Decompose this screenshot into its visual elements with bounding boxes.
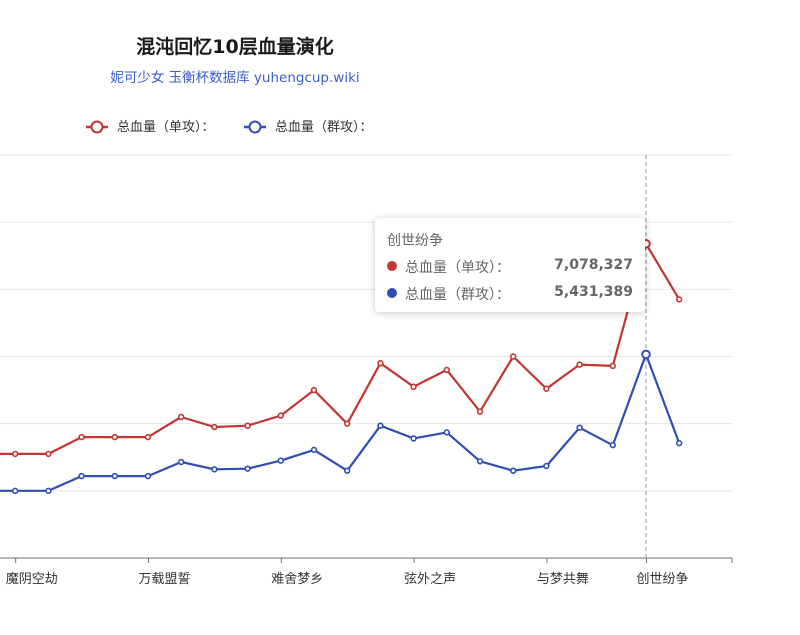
chart-title: 混沌回忆10层血量演化 — [136, 36, 334, 58]
data-point — [144, 472, 152, 480]
tooltip-row-label: 总血量（群攻）： — [405, 287, 510, 303]
tooltip-row-value: 7,078,327 — [554, 257, 633, 273]
x-tick-label: 创世纷争 — [636, 572, 688, 587]
data-point — [11, 450, 19, 458]
tooltip: 创世纷争 总血量（单攻）： 7,078,327 总血量（群攻）： 5,431,3… — [375, 218, 645, 312]
data-point — [211, 423, 218, 431]
x-tick-label: 万载盟誓 — [138, 572, 190, 587]
grid-lines — [0, 154, 732, 492]
legend: 总血量（单攻）： 总血量（群攻）： — [86, 120, 373, 135]
data-point — [211, 466, 218, 473]
data-point — [576, 361, 583, 368]
data-point — [410, 383, 417, 390]
x-axis: 魔阴空劫 万载盟誓 难舍梦乡 弦外之声 与梦共舞 创世纷争 — [0, 557, 733, 587]
series-marker-icon — [387, 261, 397, 271]
data-point — [277, 457, 284, 464]
data-point — [11, 487, 19, 495]
data-point — [310, 446, 318, 454]
tooltip-row-label: 总血量（单攻）： — [405, 260, 510, 276]
tooltip-row-aoe: 总血量（群攻）： 5,431,389 — [387, 284, 633, 304]
legend-item-single-attack[interactable]: 总血量（单攻）： — [86, 120, 215, 135]
series-line-1 — [0, 353, 681, 492]
data-point — [675, 439, 683, 447]
data-point — [443, 429, 450, 436]
series-lines — [0, 238, 683, 495]
data-point — [45, 487, 52, 495]
legend-label-single: 总血量（单攻）： — [117, 120, 215, 135]
data-point — [45, 450, 52, 458]
tooltip-title: 创世纷争 — [387, 233, 443, 249]
data-point — [178, 413, 185, 421]
data-point — [310, 386, 318, 394]
x-tick-label: 魔阴空劫 — [6, 572, 58, 587]
data-point — [476, 408, 484, 415]
data-point — [78, 433, 85, 441]
data-point — [609, 441, 616, 449]
data-point — [510, 353, 517, 360]
data-point — [576, 424, 583, 431]
data-point — [609, 362, 616, 370]
data-point — [244, 465, 251, 472]
series-line-0 — [0, 242, 681, 455]
x-tick-label: 难舍梦乡 — [271, 572, 323, 587]
series-marker-icon — [387, 288, 397, 298]
data-point — [377, 360, 384, 367]
data-point — [111, 472, 119, 480]
data-point — [377, 422, 384, 429]
data-point — [476, 458, 484, 465]
chart-subtitle[interactable]: 妮可少女 玉衡杯数据库 yuhengcup.wiki — [110, 70, 360, 86]
data-point — [244, 422, 251, 429]
legend-label-aoe: 总血量（群攻）： — [275, 120, 373, 135]
data-point — [344, 467, 351, 474]
x-tick-label: 弦外之声 — [404, 571, 456, 587]
data-point — [277, 412, 284, 419]
tooltip-row-value: 5,431,389 — [554, 284, 633, 300]
data-point — [543, 462, 550, 470]
data-point — [443, 366, 450, 374]
data-point — [344, 420, 351, 427]
data-point — [178, 458, 185, 466]
data-point — [78, 472, 85, 480]
tooltip-row-single: 总血量（单攻）： 7,078,327 — [387, 257, 633, 277]
data-point — [543, 385, 550, 392]
data-point — [641, 349, 651, 360]
data-point — [675, 296, 683, 303]
data-point — [510, 467, 517, 474]
data-point — [111, 433, 119, 441]
x-tick-label: 与梦共舞 — [537, 572, 589, 587]
data-point — [410, 435, 417, 442]
data-point — [144, 433, 152, 441]
legend-item-aoe[interactable]: 总血量（群攻）： — [244, 120, 373, 135]
